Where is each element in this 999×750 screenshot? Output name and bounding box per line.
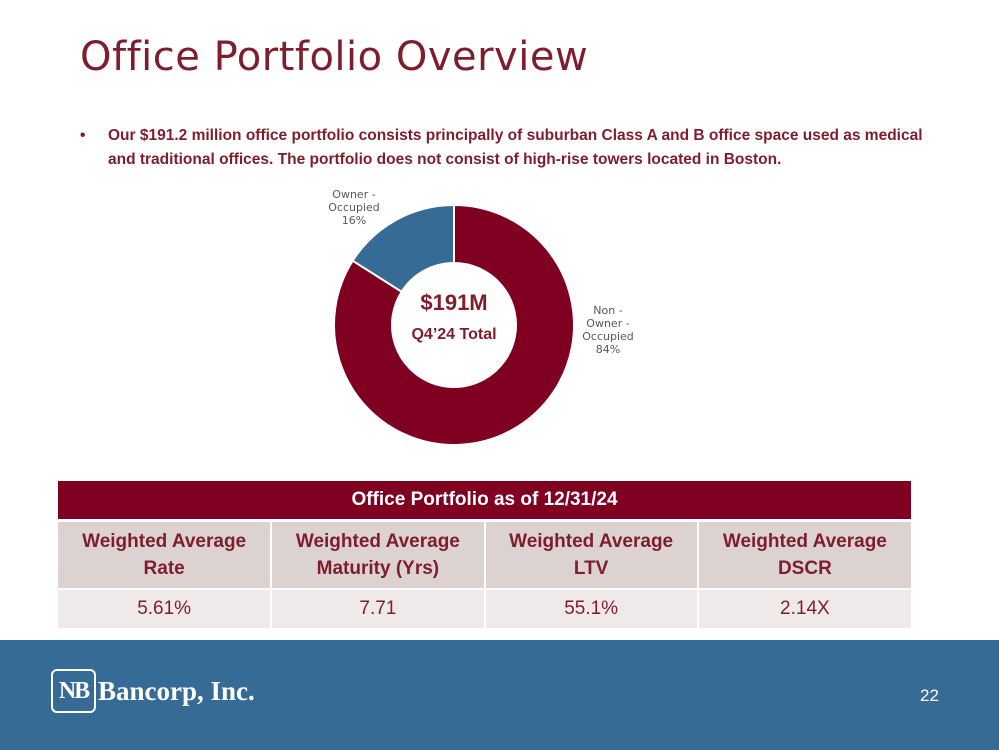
slice-label-percent: 84% xyxy=(595,343,621,356)
slice-label-percent: 16% xyxy=(341,214,367,227)
value-ltv: 55.1% xyxy=(484,589,699,628)
slice-label-line: Occupied xyxy=(582,330,634,343)
slice-label-owner-occupied: Owner - Occupied 16% xyxy=(314,188,394,227)
bullet-text: Our $191.2 million office portfolio cons… xyxy=(108,127,923,168)
header-ltv: Weighted Average LTV xyxy=(484,520,699,590)
office-donut-chart xyxy=(333,203,575,446)
slice-label-non-owner-occupied: Non - Owner - Occupied 84% xyxy=(568,304,648,356)
value-dscr: 2.14X xyxy=(697,589,911,628)
footer-bar xyxy=(0,640,999,750)
slice-label-line: Non - xyxy=(593,304,623,317)
header-dscr: Weighted Average DSCR xyxy=(697,520,911,590)
bullet-marker: • xyxy=(80,127,86,144)
donut-slice-owner-occupied xyxy=(351,203,455,294)
office-portfolio-table: Office Portfolio as of 12/31/24 Weighted… xyxy=(58,481,911,628)
donut-center-value: $191M xyxy=(420,290,488,315)
slice-label-line: Occupied xyxy=(328,201,380,214)
donut-slice-non-owner-occupied xyxy=(333,203,575,446)
page-title: Office Portfolio Overview xyxy=(80,34,589,80)
company-logo: NB Bancorp, Inc. xyxy=(51,669,255,713)
slice-label-line: Owner - xyxy=(586,317,630,330)
header-rate: Weighted Average Rate xyxy=(58,520,273,590)
donut-center-label: Q4’24 Total xyxy=(411,326,497,343)
table-value-row: 5.61% 7.71 55.1% 2.14X xyxy=(58,589,911,628)
value-maturity: 7.71 xyxy=(271,589,486,628)
page-number: 22 xyxy=(920,686,939,705)
logo-company-name: Bancorp, Inc. xyxy=(98,675,255,706)
table-header-row: Weighted Average Rate Weighted Average Mat… xyxy=(58,520,911,590)
summary-bullet: • Our $191.2 million office portfolio co… xyxy=(80,124,940,172)
slice-label-line: Owner - xyxy=(332,188,376,201)
header-maturity: Weighted Average Maturity (Yrs) xyxy=(271,520,486,590)
logo-mark: NB xyxy=(51,669,96,713)
donut-slices xyxy=(333,203,575,446)
value-rate: 5.61% xyxy=(58,589,273,628)
table-caption: Office Portfolio as of 12/31/24 xyxy=(58,481,911,522)
